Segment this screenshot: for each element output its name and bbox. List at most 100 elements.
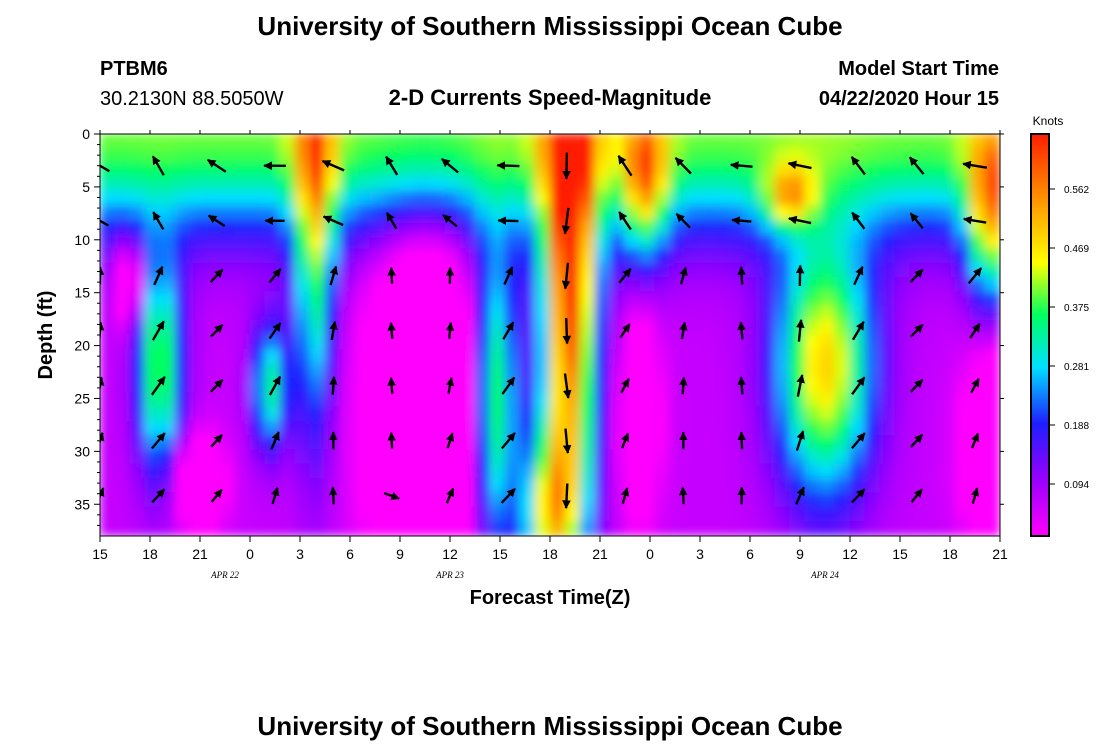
vector-arrow <box>561 207 571 235</box>
heatmap <box>100 134 1000 536</box>
vector-arrow <box>268 322 282 340</box>
y-tick-label: 20 <box>74 338 90 354</box>
x-tick-label: 18 <box>542 546 558 562</box>
x-tick-label: 9 <box>796 546 804 562</box>
y-axis-label: Depth (ft) <box>35 291 57 380</box>
vector-arrow <box>619 323 631 339</box>
vector-arrow <box>851 376 866 396</box>
station-coords: 30.2130N 88.5050W <box>100 88 284 110</box>
x-axis-label: Forecast Time(Z) <box>470 587 631 609</box>
vector-arrow <box>329 265 338 286</box>
vector-arrow <box>496 161 520 170</box>
vector-arrow <box>151 155 165 176</box>
vector-arrow <box>210 434 223 448</box>
vector-arrow <box>910 433 924 448</box>
vector-arrow <box>152 211 165 231</box>
vector-arrow <box>150 376 166 396</box>
vector-arrow <box>328 486 338 505</box>
x-tick-label: 15 <box>92 546 108 562</box>
date-label: APR 24 <box>810 570 839 580</box>
vector-arrow <box>322 215 344 227</box>
vector-arrow <box>795 430 805 451</box>
current-vectors <box>100 152 988 509</box>
y-tick-label: 15 <box>74 285 90 301</box>
x-tick-label: 21 <box>592 546 608 562</box>
vector-arrow <box>908 156 925 175</box>
vector-arrow <box>268 268 282 284</box>
vector-arrow <box>737 376 746 395</box>
y-tick-label: 10 <box>74 232 90 248</box>
x-tick-label: 21 <box>992 546 1008 562</box>
vector-arrow <box>678 486 688 505</box>
vector-arrow <box>209 378 224 393</box>
vector-arrow <box>796 374 805 397</box>
vector-arrow <box>618 211 632 231</box>
x-tick-label: 3 <box>296 546 304 562</box>
x-tick-label: 6 <box>746 546 754 562</box>
vector-arrow <box>210 488 223 503</box>
vector-arrow <box>385 212 398 230</box>
vector-arrow <box>850 156 866 176</box>
vector-arrow <box>675 212 691 229</box>
vector-arrow <box>796 319 805 342</box>
vector-arrow <box>731 216 752 225</box>
vector-arrow <box>620 432 630 449</box>
y-tick-label: 0 <box>82 126 90 142</box>
colorbar-unit: Knots <box>1033 114 1064 128</box>
vector-arrow <box>151 488 166 504</box>
vector-arrow <box>910 488 923 504</box>
y-axis: 0 5 10 15 20 25 30 35 <box>74 126 1004 526</box>
vector-arrow <box>387 431 397 449</box>
vector-arrow <box>967 267 983 285</box>
y-tick-label: 30 <box>74 443 90 459</box>
vector-arrow <box>387 376 396 394</box>
vector-arrow <box>150 432 166 450</box>
vector-arrow <box>737 321 746 340</box>
vector-arrow <box>679 321 688 340</box>
vector-arrow <box>962 215 987 225</box>
vector-arrow <box>442 214 458 228</box>
vector-arrow <box>970 487 980 504</box>
vector-arrow <box>679 266 688 285</box>
vector-arrow <box>618 268 632 284</box>
vector-arrow <box>909 323 924 338</box>
x-tick-label: 3 <box>696 546 704 562</box>
colorbar-tick-label: 0.188 <box>1064 421 1089 432</box>
vector-arrow <box>851 211 866 230</box>
vector-arrow <box>909 212 924 229</box>
vector-arrow <box>503 266 514 285</box>
x-tick-label: 12 <box>442 546 458 562</box>
vector-arrow <box>153 265 164 286</box>
vector-arrow <box>617 155 633 177</box>
vector-arrow <box>502 321 515 340</box>
y-tick-label: 5 <box>82 179 90 195</box>
vector-arrow <box>729 161 753 170</box>
vector-arrow <box>385 155 399 176</box>
vector-arrow <box>620 487 630 504</box>
page-title: University of Southern Mississippi Ocean… <box>257 11 842 41</box>
vector-arrow <box>271 486 280 505</box>
vector-arrow <box>206 158 227 173</box>
vector-arrow <box>100 487 105 499</box>
x-tick-label: 0 <box>646 546 654 562</box>
vector-arrow <box>151 320 165 341</box>
vector-arrow <box>562 152 571 180</box>
vector-arrow <box>561 262 571 290</box>
colorbar-tick-label: 0.094 <box>1064 480 1089 491</box>
x-tick-label: 12 <box>842 546 858 562</box>
x-tick-label: 21 <box>192 546 208 562</box>
vector-arrow <box>853 265 864 286</box>
station-id: PTBM6 <box>100 58 168 80</box>
colorbar: Knots 0.562 0.469 0.375 0.281 0.188 0.094 <box>1030 114 1089 537</box>
vector-arrow <box>970 377 980 394</box>
date-label: APR 23 <box>435 570 464 580</box>
vector-arrow <box>851 488 866 504</box>
model-start-time: 04/22/2020 Hour 15 <box>819 88 999 110</box>
vector-arrow <box>970 432 980 449</box>
colorbar-tick-label: 0.375 <box>1064 303 1089 314</box>
vector-arrow <box>321 159 345 172</box>
x-tick-label: 18 <box>142 546 158 562</box>
colorbar-tick-label: 0.562 <box>1064 185 1089 196</box>
vector-arrow <box>209 268 224 283</box>
